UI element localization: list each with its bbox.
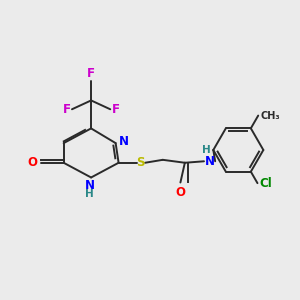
Text: O: O: [176, 186, 185, 199]
Text: CH₃: CH₃: [261, 111, 280, 121]
Text: F: F: [112, 103, 120, 116]
Text: H: H: [85, 189, 94, 199]
Text: Cl: Cl: [259, 177, 272, 190]
Text: O: O: [27, 156, 37, 169]
Text: N: N: [119, 135, 129, 148]
Text: F: F: [62, 103, 70, 116]
Text: H: H: [202, 145, 211, 155]
Text: S: S: [136, 156, 145, 169]
Text: F: F: [87, 67, 95, 80]
Text: N: N: [205, 155, 215, 168]
Text: N: N: [85, 179, 94, 192]
